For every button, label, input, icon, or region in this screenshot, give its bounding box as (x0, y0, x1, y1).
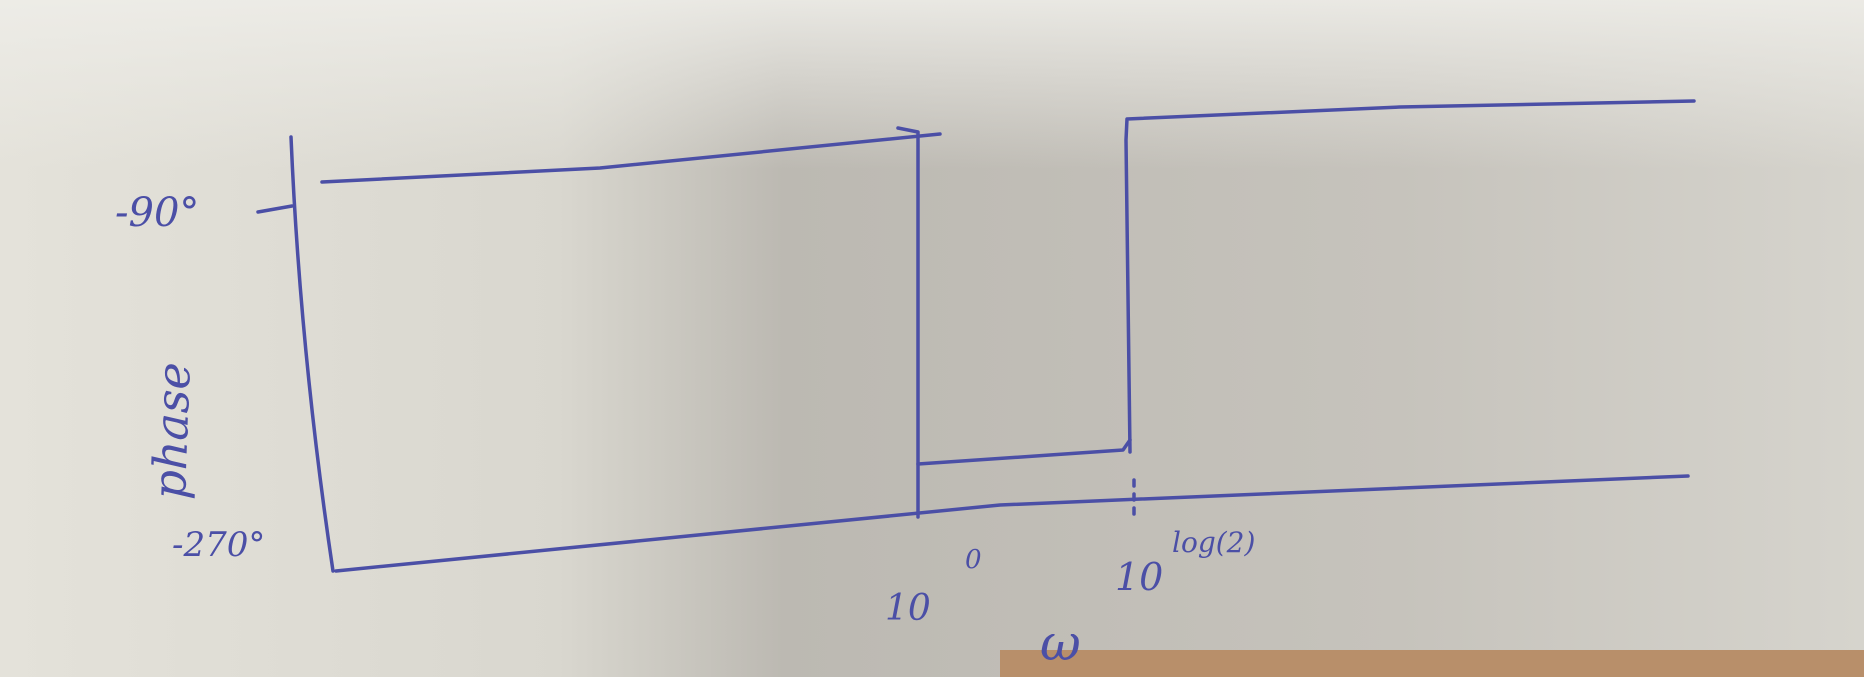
y-axis-label: phase (142, 361, 201, 500)
table-edge (1000, 650, 1864, 677)
x-axis-label: ω (1040, 614, 1081, 672)
x-tick-base: 10 (1115, 555, 1163, 599)
y-tick-label: -90° (115, 190, 199, 236)
phase-line-right (1124, 99, 1696, 454)
y-tick-label: -270° (172, 525, 265, 565)
plot-lines (256, 99, 1696, 573)
phase-low (916, 438, 1132, 466)
x-tick-base: 10 (885, 588, 931, 629)
phase-drop (896, 126, 920, 519)
x-tick-exponent: log(2) (1172, 526, 1255, 559)
x-axis (334, 474, 1690, 573)
phase-line-left (320, 132, 942, 184)
tick-mark (256, 204, 294, 214)
x-tick-exponent: 0 (965, 545, 982, 575)
y-axis (289, 135, 335, 573)
